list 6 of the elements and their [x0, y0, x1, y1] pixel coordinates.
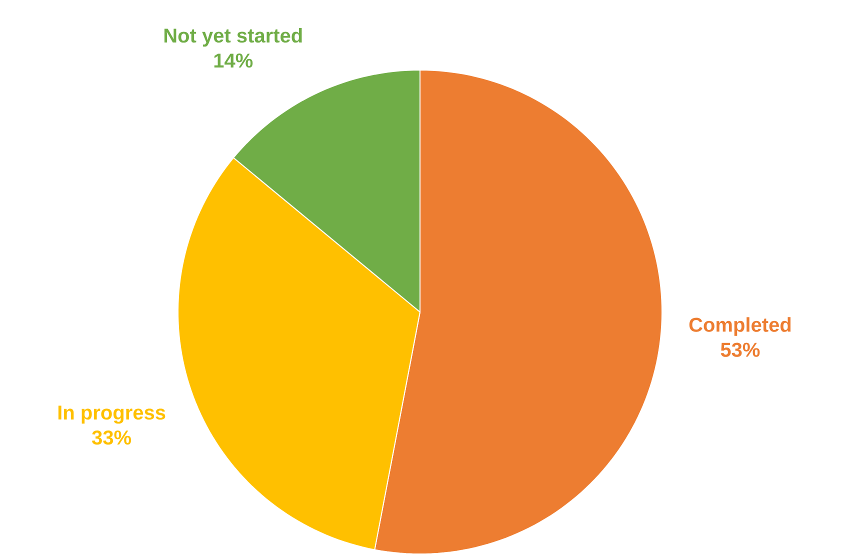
- data-label: 33%: [92, 430, 132, 444]
- slice-label: Not yet started: [164, 28, 302, 46]
- data-label: 14%: [214, 53, 253, 68]
- data-label: 53%: [720, 342, 760, 357]
- slice-label: In progress: [58, 405, 166, 424]
- slice-label: Completed: [689, 316, 791, 336]
